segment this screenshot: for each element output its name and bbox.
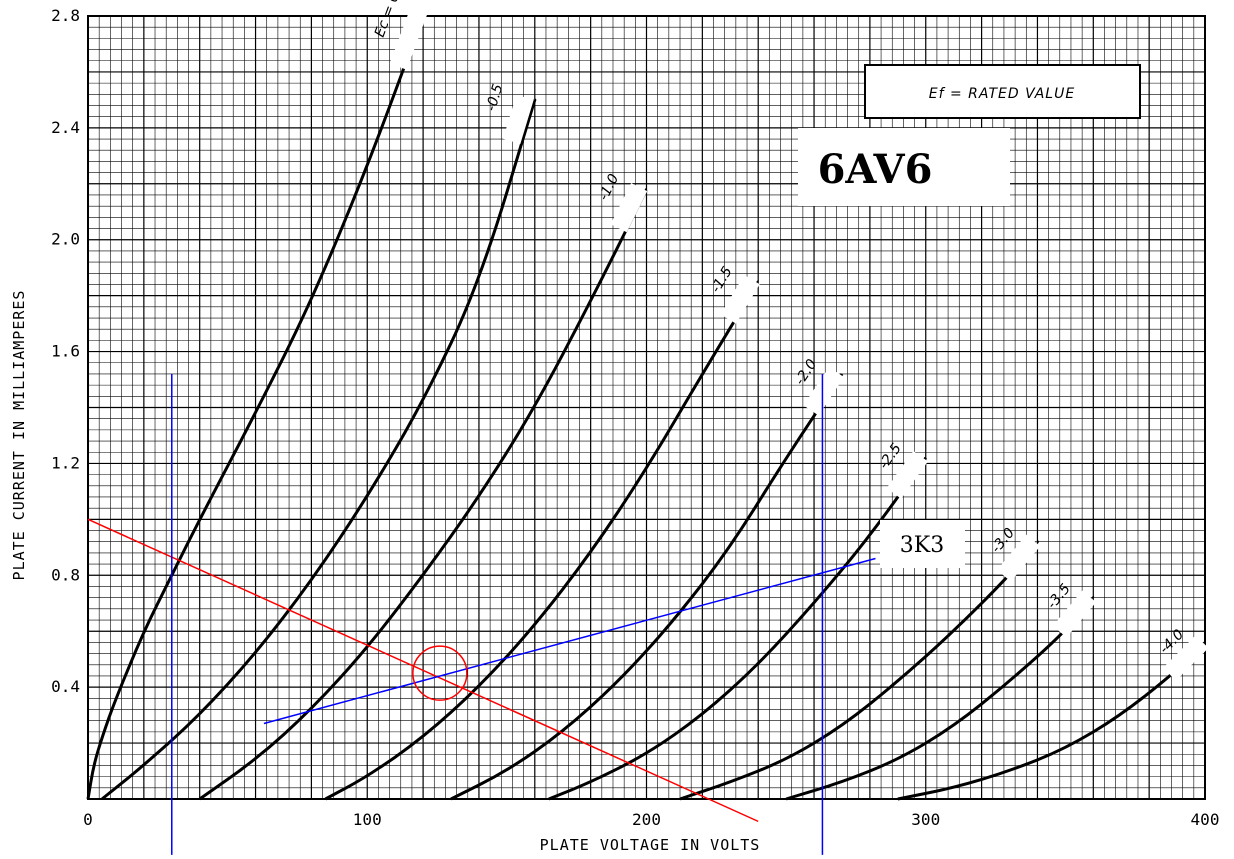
curve-label-bg bbox=[803, 367, 844, 416]
x-tick-label: 100 bbox=[353, 810, 382, 829]
overlays bbox=[87, 373, 876, 855]
legend-text: Ef = RATED VALUE bbox=[929, 86, 1075, 102]
blue-diagonal bbox=[263, 557, 876, 725]
grid bbox=[87, 15, 1206, 800]
x-tick-label: 0 bbox=[83, 810, 93, 829]
tube-label-text: 6AV6 bbox=[818, 146, 933, 193]
x-tick-label: 200 bbox=[632, 810, 661, 829]
y-tick-label: 2.0 bbox=[51, 230, 80, 249]
curve-label-bg bbox=[720, 274, 760, 324]
load-label-bg bbox=[880, 520, 965, 568]
load-label: 3K3 bbox=[880, 520, 965, 568]
curve-line bbox=[198, 188, 648, 801]
x-axis-title: PLATE VOLTAGE IN VOLTS bbox=[540, 836, 761, 854]
y-tick-label: 0.8 bbox=[51, 565, 80, 584]
legend-frame bbox=[864, 64, 1141, 119]
curve-label-bg bbox=[389, 0, 449, 70]
curve-label-bg bbox=[503, 94, 534, 144]
tube-label: 6AV6 bbox=[798, 128, 1010, 206]
curve-label-bg bbox=[610, 183, 648, 233]
operating-point-circle bbox=[412, 645, 468, 701]
curve-label-bg bbox=[1052, 590, 1097, 638]
y-tick-label: 0.4 bbox=[51, 677, 80, 696]
y-tick-label: 2.8 bbox=[51, 6, 80, 25]
curve-label-bg bbox=[886, 450, 928, 499]
curve-label-bg bbox=[1163, 635, 1209, 681]
y-axis-title: PLATE CURRENT IN MILLIAMPERES bbox=[10, 290, 28, 581]
curve-line bbox=[101, 98, 537, 801]
x-tick-label: 400 bbox=[1191, 810, 1220, 829]
y-tick-label: 2.4 bbox=[51, 118, 80, 137]
curve-line bbox=[86, 15, 425, 800]
legend-box: Ef = RATED VALUE bbox=[864, 64, 1141, 119]
y-tick-label: 1.2 bbox=[51, 453, 80, 472]
load-label-text: 3K3 bbox=[900, 533, 944, 558]
axis-titles: PLATE VOLTAGE IN VOLTS PLATE CURRENT IN … bbox=[10, 290, 761, 854]
curve-line bbox=[324, 280, 760, 801]
curve-label-bg bbox=[996, 534, 1041, 582]
tick-labels: 0 100 200 300 400 0.4 0.8 1.2 1.6 2.0 2.4 2.8 bbox=[51, 6, 1219, 829]
curve-line bbox=[548, 456, 928, 801]
tube-label-bg bbox=[798, 128, 1010, 206]
load-line bbox=[87, 518, 759, 823]
y-tick-label: 1.6 bbox=[51, 342, 80, 361]
x-tick-label: 300 bbox=[911, 810, 940, 829]
curve-label: -0.5 bbox=[483, 82, 506, 113]
curve-line bbox=[450, 372, 844, 801]
